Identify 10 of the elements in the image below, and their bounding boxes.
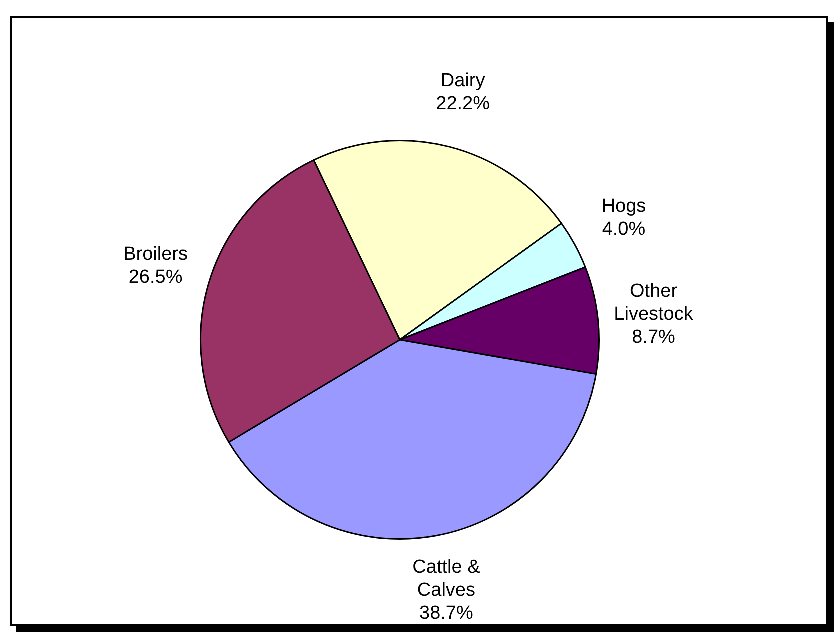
data-label: 26.5%	[128, 267, 183, 288]
slice-label: Dairy	[440, 70, 486, 92]
data-label: 4.0%	[602, 218, 646, 240]
data-label: 22.2%	[436, 94, 490, 115]
slice-label: Cattle & Calves	[412, 557, 481, 602]
slice-label: Broilers	[124, 244, 188, 266]
slice-label: Hogs	[602, 196, 646, 217]
slice-label: Other Livestock	[614, 280, 694, 325]
data-label: 38.7%	[420, 603, 474, 624]
data-label: 8.7%	[632, 326, 676, 348]
